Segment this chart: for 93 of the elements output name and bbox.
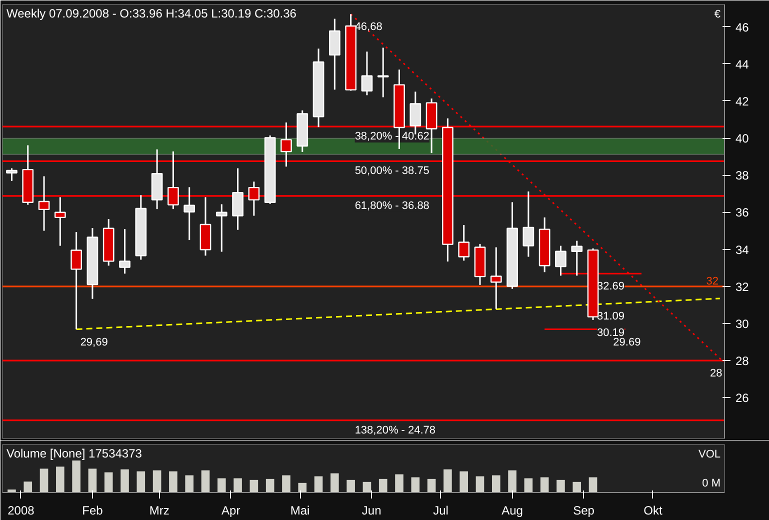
candlestick <box>571 240 583 276</box>
candlestick <box>168 150 179 210</box>
bar <box>40 468 48 492</box>
y-axis-title: € <box>714 8 721 20</box>
x-tick-label: Aug <box>502 504 523 518</box>
bar <box>508 470 516 492</box>
bar <box>395 474 404 492</box>
bar <box>298 482 307 492</box>
x-tick-label: Okt <box>644 504 663 518</box>
y-tick-label: 32 <box>736 280 750 294</box>
x-tick-label: Mai <box>290 504 310 518</box>
bar <box>556 480 565 492</box>
bar <box>250 480 258 492</box>
bar <box>282 475 290 492</box>
y-tick-label: 30 <box>736 317 750 332</box>
bar <box>444 469 452 492</box>
annotation: 29,69 <box>80 336 108 348</box>
bar <box>572 482 582 492</box>
bar <box>460 471 468 492</box>
candlestick <box>54 196 66 247</box>
x-tick-label: 2008 <box>8 504 35 518</box>
annotation: 61,80% - 36.88 <box>354 200 430 212</box>
bar <box>540 477 549 492</box>
bar <box>524 478 533 492</box>
annotation: 138,20% - 24.78 <box>354 424 436 436</box>
bar <box>314 476 323 492</box>
candlestick <box>6 168 18 182</box>
candlestick <box>184 186 196 241</box>
bar <box>185 475 194 492</box>
annotation: 28 <box>710 368 722 380</box>
bar <box>234 478 242 492</box>
candlestick <box>377 46 389 98</box>
y-tick-label: 38 <box>736 168 750 183</box>
candlestick <box>232 168 244 231</box>
bar <box>266 478 274 492</box>
bar <box>104 472 113 492</box>
annotation: 0 M <box>702 478 721 490</box>
bar <box>588 477 598 492</box>
candlestick <box>522 190 534 258</box>
y-tick-label: 34 <box>736 242 750 257</box>
annotation: 30.19 <box>597 326 625 339</box>
candlestick <box>119 228 130 274</box>
annotation: 46,68 <box>354 21 382 34</box>
bar <box>88 468 97 492</box>
bar <box>152 470 162 492</box>
bar <box>427 478 436 492</box>
candlestick <box>70 231 82 330</box>
y-tick-label: 36 <box>736 206 750 220</box>
x-tick-label: Apr <box>222 504 240 518</box>
bar <box>378 478 388 492</box>
candlestick <box>555 245 566 276</box>
bar <box>201 470 210 492</box>
bar <box>411 477 420 492</box>
chart-title: Weekly 07.09.2008 - O:33.96 H:34.05 L:30.19 C:30.36 <box>6 6 297 20</box>
candlestick <box>361 50 373 96</box>
y-tick-label: 46 <box>736 20 750 34</box>
bar <box>56 466 64 492</box>
bar <box>120 469 129 492</box>
ref-line-label: 32 <box>706 275 719 288</box>
x-tick-label: Jul <box>433 504 448 518</box>
candlestick <box>490 246 502 310</box>
y-tick-label: 42 <box>736 94 750 108</box>
candlestick <box>280 122 292 168</box>
x-tick-label: Sep <box>573 504 595 518</box>
y-axis-title: VOL <box>698 448 721 460</box>
bar <box>217 478 226 492</box>
x-tick-label: Feb <box>82 504 104 518</box>
y-tick-label: 28 <box>736 354 750 368</box>
bar <box>476 476 484 492</box>
y-tick-label: 26 <box>736 391 750 406</box>
y-tick-label: 40 <box>736 132 750 146</box>
bar <box>136 471 146 492</box>
bar <box>330 473 339 492</box>
bar <box>72 459 80 492</box>
bar <box>346 480 355 492</box>
annotation: 31.09 <box>597 310 625 322</box>
chart-title: Volume [None] 17534373 <box>6 446 142 460</box>
bar <box>362 482 372 492</box>
annotation: 38,20% - 40.62 <box>354 130 430 143</box>
annotation: 50,00% - 38.75 <box>354 165 430 178</box>
y-tick-label: 44 <box>736 57 750 72</box>
candlestick <box>216 204 228 252</box>
bar <box>492 475 500 492</box>
annotation: 29.69 <box>613 336 641 348</box>
annotation: 32.69 <box>597 280 625 293</box>
bar <box>169 471 178 492</box>
x-tick-label: Jun <box>362 504 382 518</box>
x-tick-label: Mrz <box>149 504 170 518</box>
bar <box>24 482 32 492</box>
candlestick <box>248 180 260 216</box>
candlestick <box>458 224 470 262</box>
candlestick <box>328 18 340 90</box>
candlestick <box>38 175 50 232</box>
